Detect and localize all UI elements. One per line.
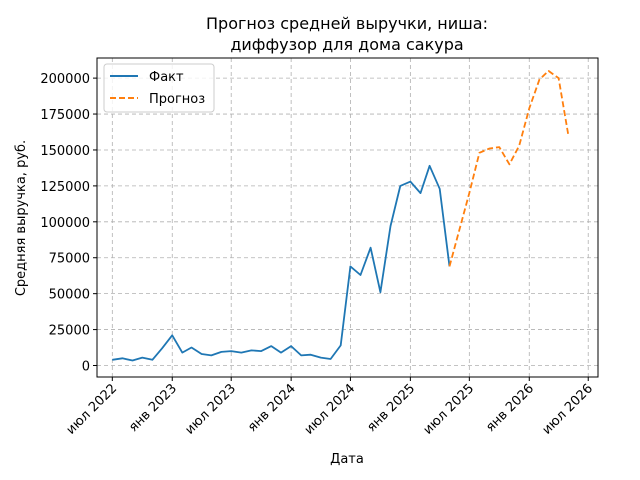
legend: Факт Прогноз: [103, 63, 215, 113]
legend-label-forecast: Прогноз: [149, 92, 205, 107]
y-tick-label: 175000: [40, 108, 90, 123]
x-tick-label: янв 2025: [364, 381, 418, 435]
y-tick-label: 75000: [49, 252, 90, 267]
chart-title-line-1: Прогноз средней выручки, ниша:: [206, 14, 488, 33]
y-tick-label: 200000: [40, 72, 90, 87]
y-tick-label: 50000: [49, 288, 90, 303]
y-tick-label: 150000: [40, 144, 90, 159]
plot-frame: [96, 57, 599, 378]
x-axis: июл 2022 янв 2023 июл 2023 янв 2024 июл 2024…: [64, 377, 596, 438]
x-tick-label: июл 2024: [302, 381, 359, 438]
x-tick-label: июл 2026: [540, 381, 597, 438]
x-tick-label: июл 2022: [64, 381, 121, 438]
series-line-fact: [112, 164, 451, 362]
x-tick-label: янв 2024: [245, 381, 299, 435]
legend-label-fact: Факт: [149, 70, 184, 85]
y-axis: 0 25000 50000 75000 100000 125000 150000 175000…: [40, 72, 97, 375]
chart-title-line-2: диффузор для дома сакура: [230, 35, 463, 54]
y-tick-label: 25000: [49, 324, 90, 339]
series-layer: [112, 70, 570, 362]
y-tick-label: 0: [82, 360, 90, 375]
series-line-forecast: [448, 70, 570, 267]
x-tick-label: янв 2026: [483, 381, 537, 435]
x-axis-label: Дата: [330, 452, 364, 467]
y-tick-label: 100000: [40, 216, 90, 231]
x-tick-label: янв 2023: [126, 381, 180, 435]
y-tick-label: 125000: [40, 180, 90, 195]
y-axis-label: Средняя выручка, руб.: [14, 140, 29, 296]
x-tick-label: июл 2025: [421, 381, 478, 438]
x-tick-label: июл 2023: [183, 381, 240, 438]
